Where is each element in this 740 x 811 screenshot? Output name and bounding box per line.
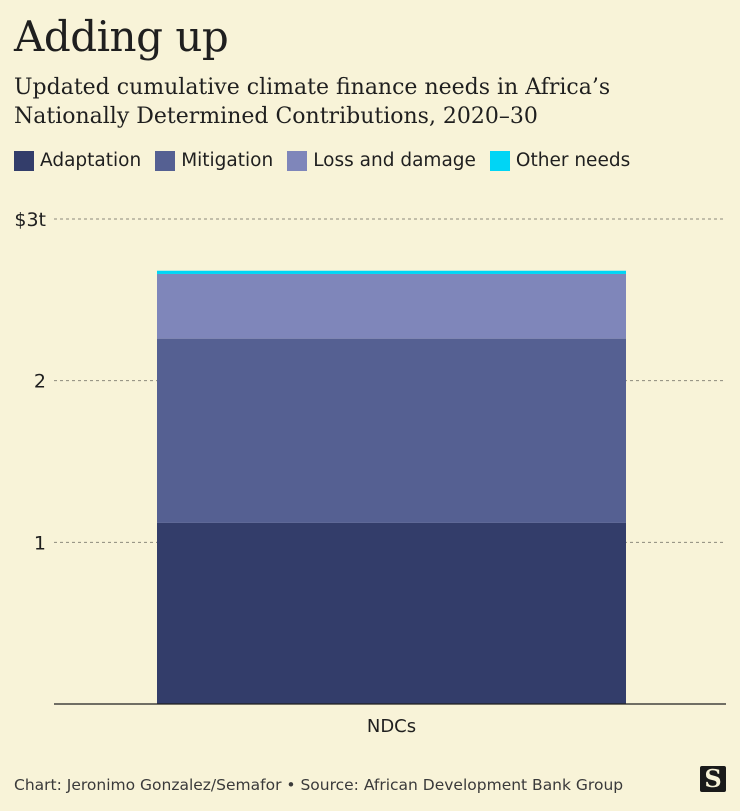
y-tick-label: 1 (34, 532, 46, 554)
bar-segment-loss-and-damage (157, 273, 626, 339)
bar-segment-mitigation (157, 338, 626, 523)
chart-title: Adding up (14, 12, 229, 61)
chart-subtitle: Updated cumulative climate finance needs… (14, 75, 611, 129)
x-tick-label: NDCs (367, 716, 416, 737)
legend-item-loss-and-damage: Loss and damage (287, 150, 476, 171)
legend-label: Other needs (515, 150, 631, 171)
legend-swatch-loss-and-damage (287, 150, 308, 171)
legend-swatch-adaptation (14, 150, 34, 171)
legend: Adaptation Mitigation Loss and damage Ot… (14, 150, 630, 171)
legend-label: Adaptation (40, 150, 142, 171)
legend-label: Mitigation (181, 150, 274, 171)
bar-segment-other-needs (157, 270, 626, 274)
chart-credit: Chart: Jeronimo Gonzalez/Semafor • Sourc… (14, 776, 624, 794)
legend-swatch-other-needs (489, 150, 510, 171)
legend-item-adaptation: Adaptation (14, 150, 141, 171)
legend-label: Loss and damage (313, 150, 476, 171)
legend-item-mitigation: Mitigation (155, 150, 273, 171)
y-tick-label: 2 (34, 371, 46, 393)
legend-item-other-needs: Other needs (489, 150, 631, 171)
semafor-logo: S (700, 766, 726, 792)
bar-segment-adaptation (157, 522, 626, 704)
y-tick-label: $3t (14, 209, 46, 231)
legend-swatch-mitigation (155, 150, 176, 171)
